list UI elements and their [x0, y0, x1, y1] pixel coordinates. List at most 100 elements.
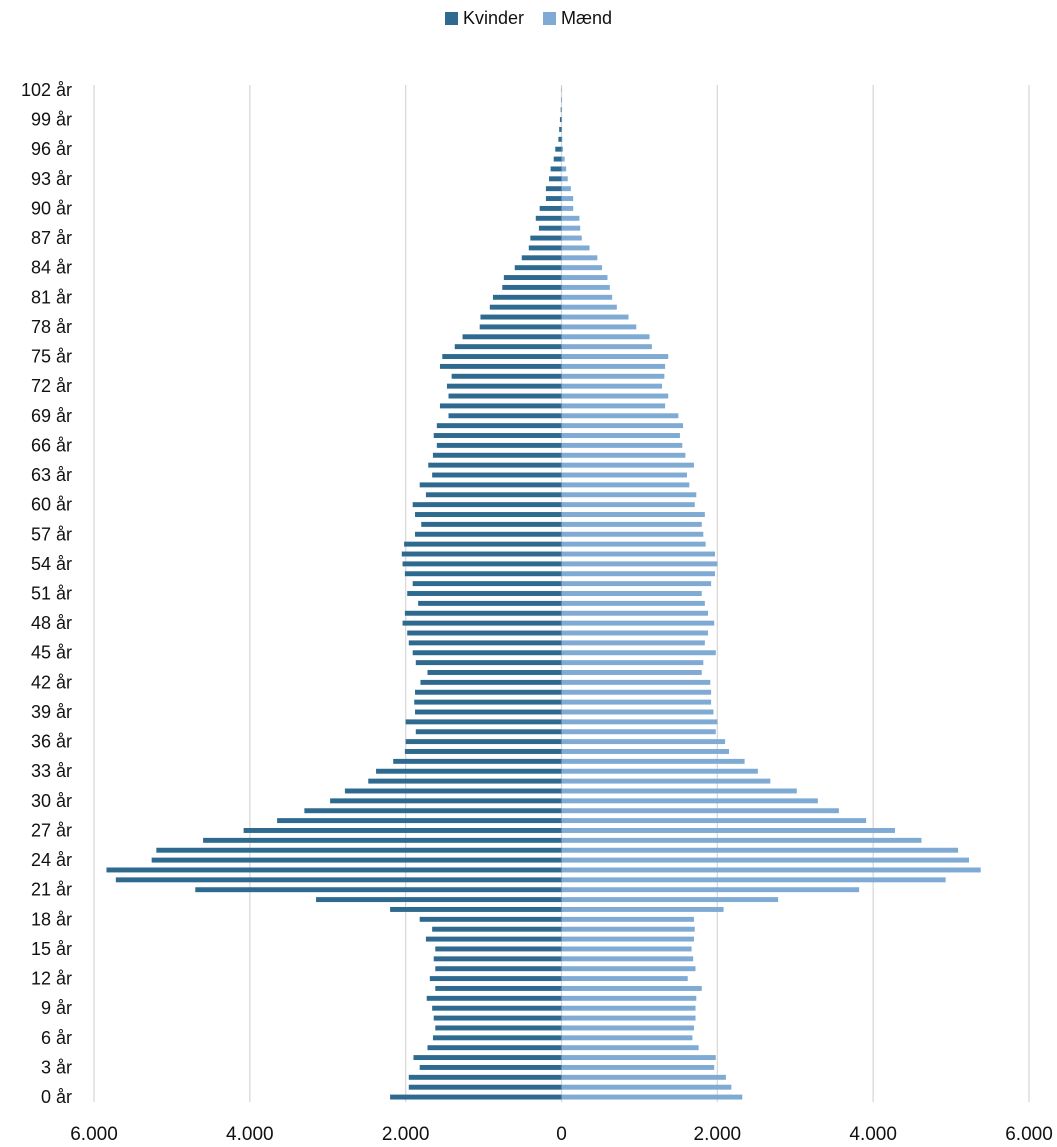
- bar-kvinder[interactable]: [401, 551, 562, 557]
- bar-kvinder[interactable]: [429, 976, 562, 982]
- bar-maend[interactable]: [561, 591, 702, 596]
- bar-kvinder[interactable]: [408, 640, 562, 646]
- bar-kvinder[interactable]: [407, 591, 562, 596]
- bar-kvinder[interactable]: [435, 946, 562, 952]
- bar-kvinder[interactable]: [368, 778, 562, 784]
- bar-maend[interactable]: [561, 383, 663, 389]
- bar-maend[interactable]: [561, 640, 705, 646]
- bar-maend[interactable]: [561, 828, 895, 833]
- bar-maend[interactable]: [561, 344, 652, 350]
- bar-kvinder[interactable]: [151, 857, 562, 863]
- bar-kvinder[interactable]: [415, 660, 562, 666]
- bar-kvinder[interactable]: [479, 324, 562, 330]
- bar-maend[interactable]: [561, 650, 716, 656]
- bar-maend[interactable]: [561, 166, 567, 172]
- bar-kvinder[interactable]: [412, 581, 562, 587]
- bar-kvinder[interactable]: [390, 906, 562, 912]
- bar-kvinder[interactable]: [480, 314, 562, 320]
- bar-maend[interactable]: [561, 1074, 726, 1080]
- bar-maend[interactable]: [561, 798, 818, 804]
- bar-maend[interactable]: [561, 403, 666, 409]
- bar-maend[interactable]: [561, 225, 581, 231]
- bar-maend[interactable]: [561, 541, 706, 547]
- bar-kvinder[interactable]: [408, 1074, 562, 1080]
- bar-maend[interactable]: [561, 205, 574, 211]
- bar-kvinder[interactable]: [420, 679, 562, 685]
- bar-kvinder[interactable]: [421, 521, 562, 527]
- bar-kvinder[interactable]: [404, 541, 562, 547]
- bar-kvinder[interactable]: [405, 739, 562, 745]
- bar-kvinder[interactable]: [432, 926, 562, 932]
- bar-maend[interactable]: [561, 176, 568, 182]
- bar-kvinder[interactable]: [539, 205, 562, 211]
- bar-maend[interactable]: [561, 620, 715, 626]
- bar-kvinder[interactable]: [528, 245, 562, 251]
- bar-maend[interactable]: [561, 284, 610, 290]
- bar-kvinder[interactable]: [448, 393, 562, 399]
- bar-maend[interactable]: [561, 433, 680, 438]
- bar-maend[interactable]: [561, 946, 692, 952]
- bar-maend[interactable]: [561, 531, 704, 537]
- bar-kvinder[interactable]: [425, 492, 562, 498]
- bar-kvinder[interactable]: [448, 413, 562, 419]
- bar-maend[interactable]: [561, 442, 683, 448]
- bar-kvinder[interactable]: [428, 462, 562, 468]
- bar-kvinder[interactable]: [415, 531, 562, 537]
- bar-maend[interactable]: [561, 354, 669, 359]
- bar-maend[interactable]: [561, 551, 715, 557]
- bar-kvinder[interactable]: [436, 423, 562, 429]
- bar-kvinder[interactable]: [433, 956, 562, 962]
- bar-maend[interactable]: [561, 571, 715, 577]
- bar-kvinder[interactable]: [106, 867, 562, 873]
- bar-maend[interactable]: [561, 452, 686, 458]
- bar-maend[interactable]: [561, 837, 922, 843]
- legend-item-kvinder[interactable]: Kvinder: [444, 8, 524, 29]
- bar-maend[interactable]: [561, 768, 758, 774]
- bar-kvinder[interactable]: [115, 877, 562, 883]
- bar-maend[interactable]: [561, 1035, 693, 1041]
- bar-kvinder[interactable]: [432, 1005, 562, 1011]
- bar-maend[interactable]: [561, 956, 694, 962]
- bar-maend[interactable]: [561, 778, 771, 784]
- bar-maend[interactable]: [561, 235, 582, 241]
- bar-kvinder[interactable]: [415, 729, 562, 735]
- bar-maend[interactable]: [561, 995, 697, 1001]
- bar-kvinder[interactable]: [393, 758, 562, 764]
- bar-kvinder[interactable]: [503, 275, 562, 281]
- bar-kvinder[interactable]: [203, 837, 562, 843]
- bar-kvinder[interactable]: [454, 344, 562, 350]
- bar-maend[interactable]: [561, 196, 574, 202]
- bar-kvinder[interactable]: [195, 887, 562, 893]
- bar-kvinder[interactable]: [559, 117, 562, 123]
- bar-maend[interactable]: [561, 739, 726, 745]
- bar-kvinder[interactable]: [489, 304, 562, 310]
- bar-kvinder[interactable]: [412, 650, 562, 656]
- bar-kvinder[interactable]: [330, 798, 562, 804]
- bar-kvinder[interactable]: [432, 452, 562, 458]
- bar-maend[interactable]: [561, 1005, 696, 1011]
- bar-kvinder[interactable]: [243, 828, 562, 833]
- bar-maend[interactable]: [561, 314, 629, 320]
- bar-maend[interactable]: [561, 512, 705, 517]
- bar-kvinder[interactable]: [433, 433, 562, 438]
- bar-kvinder[interactable]: [376, 768, 562, 774]
- bar-kvinder[interactable]: [514, 265, 562, 271]
- bar-kvinder[interactable]: [442, 354, 562, 359]
- bar-maend[interactable]: [561, 729, 716, 735]
- bar-kvinder[interactable]: [555, 146, 562, 152]
- bar-maend[interactable]: [561, 265, 603, 271]
- bar-kvinder[interactable]: [390, 1094, 562, 1100]
- bar-kvinder[interactable]: [549, 176, 562, 182]
- legend-item-maend[interactable]: Mænd: [543, 8, 612, 29]
- bar-kvinder[interactable]: [418, 600, 562, 606]
- bar-maend[interactable]: [561, 492, 697, 498]
- bar-maend[interactable]: [561, 413, 679, 419]
- bar-kvinder[interactable]: [545, 196, 562, 202]
- bar-kvinder[interactable]: [419, 916, 562, 922]
- bar-maend[interactable]: [561, 363, 666, 369]
- bar-kvinder[interactable]: [419, 1064, 562, 1070]
- bar-maend[interactable]: [561, 630, 708, 636]
- bar-maend[interactable]: [561, 245, 590, 251]
- bar-maend[interactable]: [561, 1064, 715, 1070]
- bar-maend[interactable]: [561, 275, 608, 281]
